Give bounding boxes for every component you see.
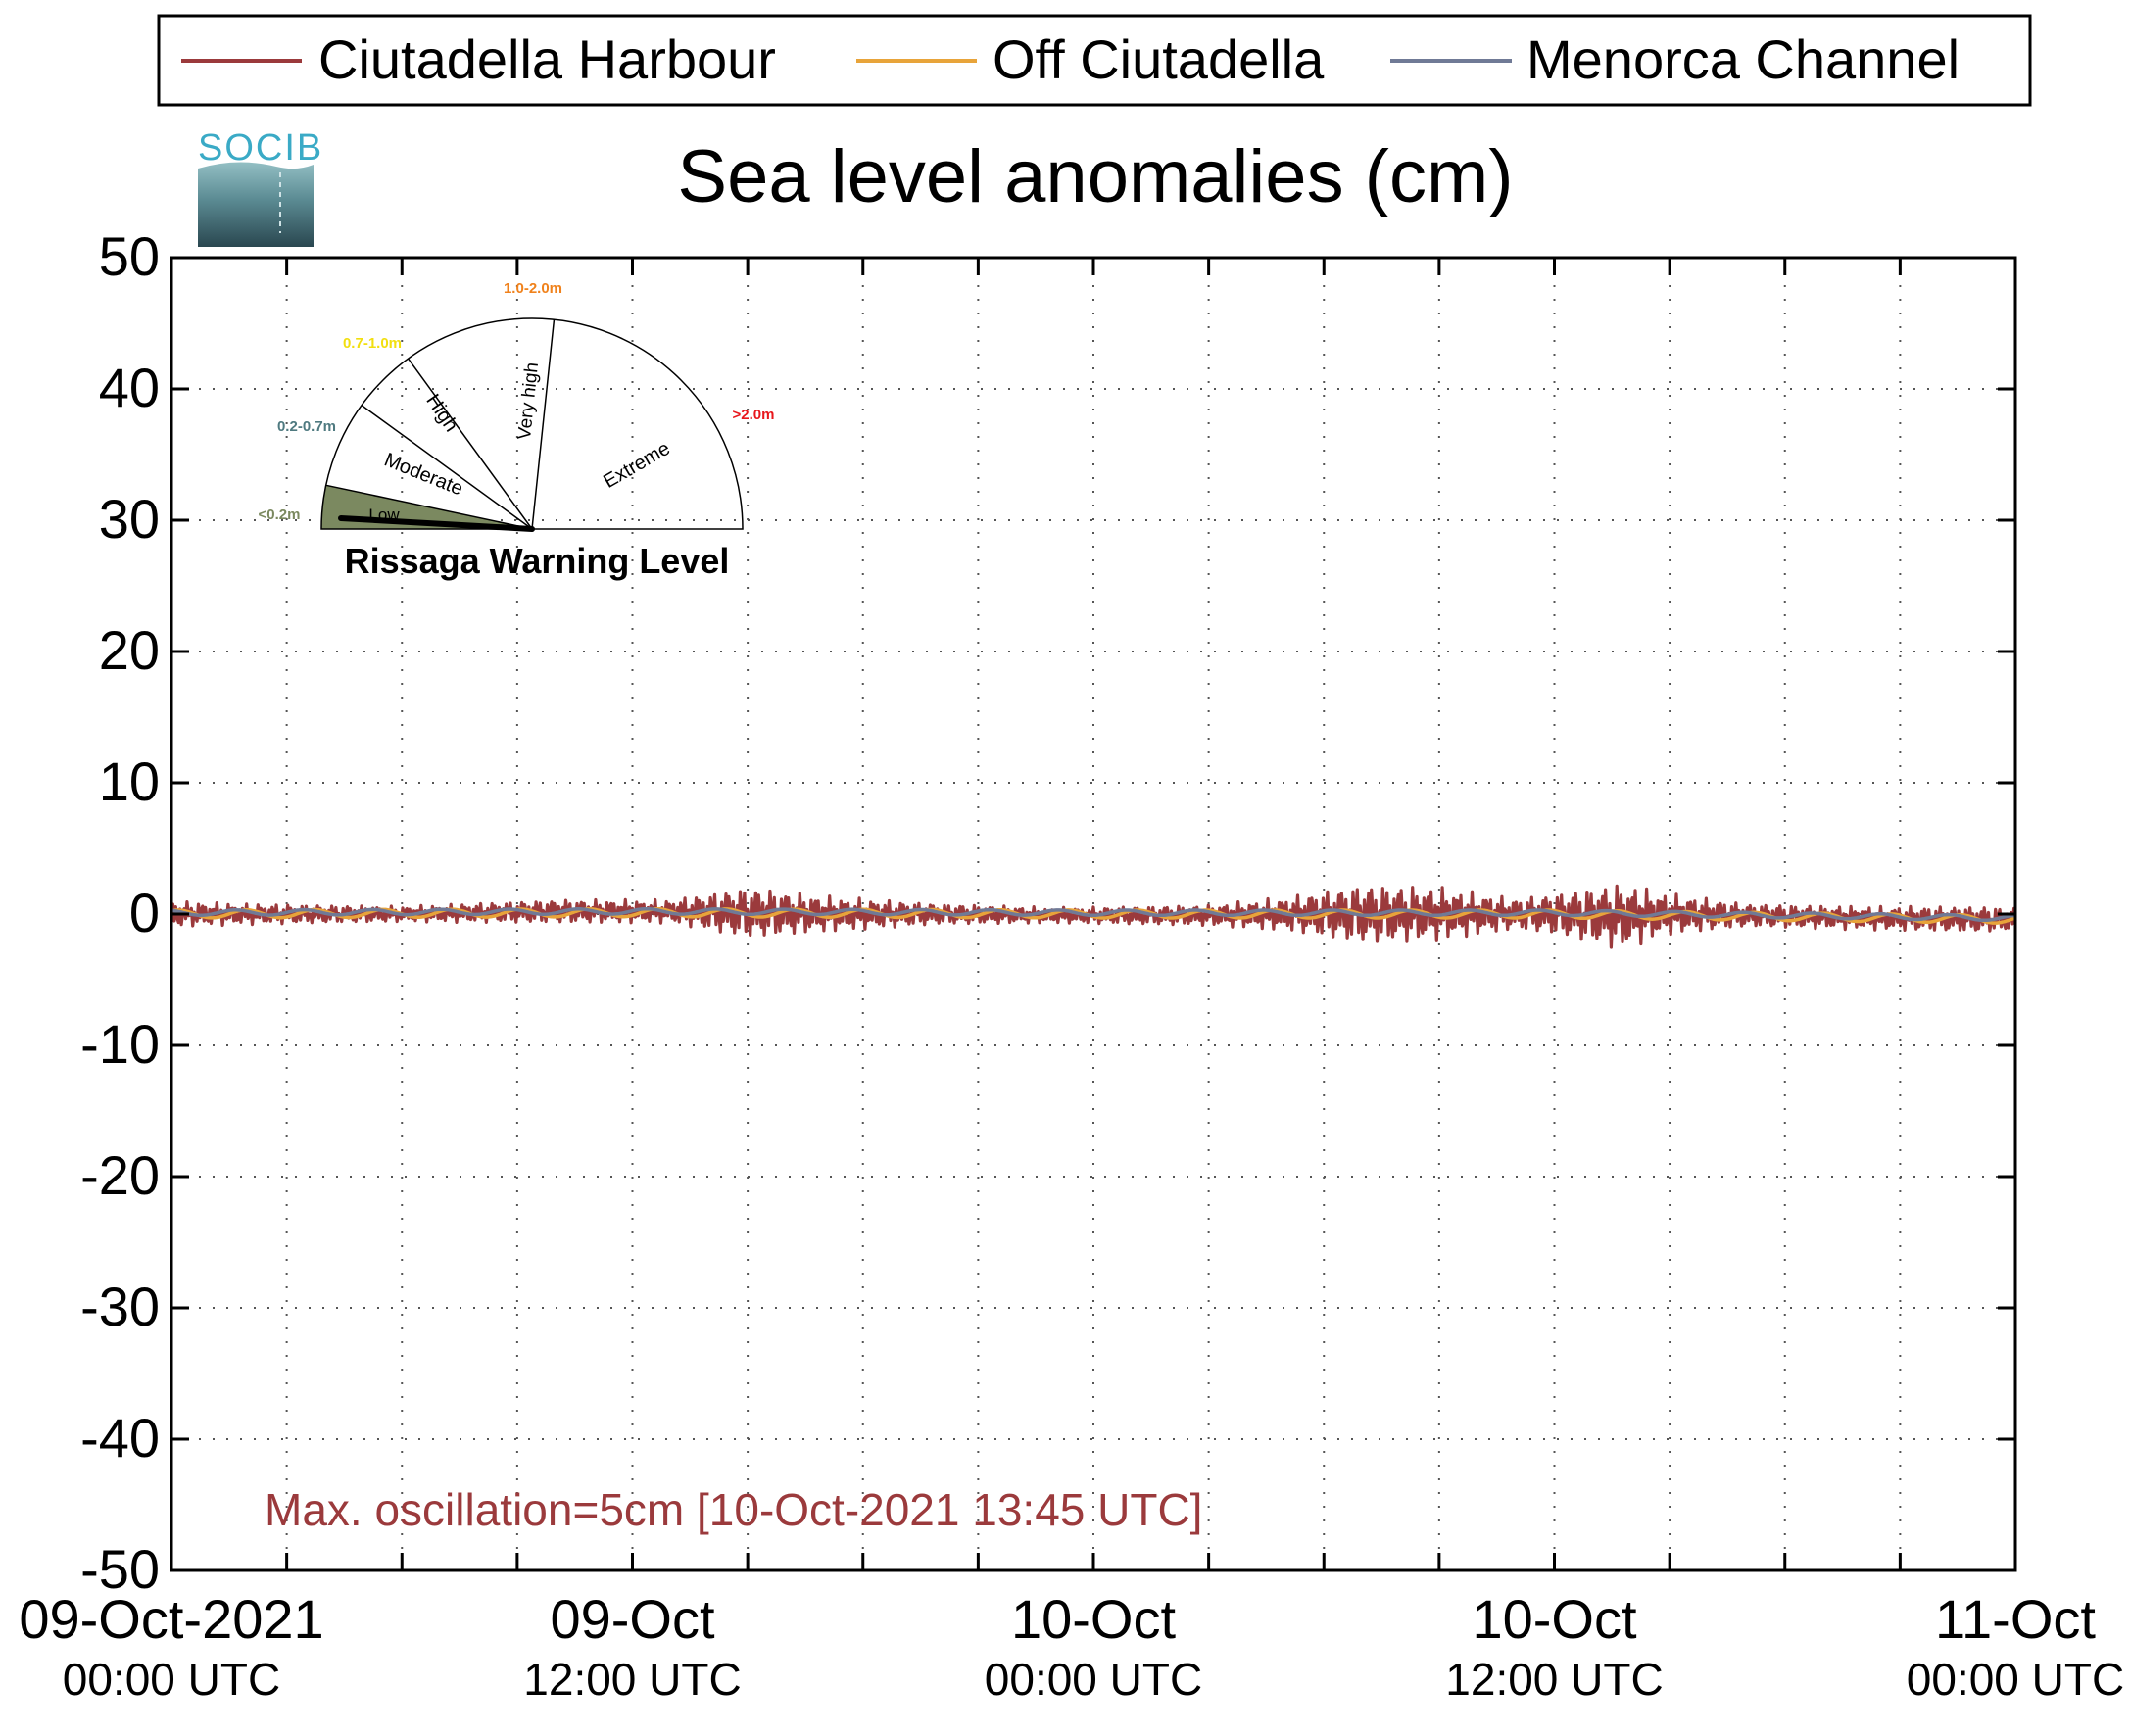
legend-label-off-ciutadella: Off Ciutadella [993,28,1325,90]
gauge-divider [361,405,533,530]
y-tick-label: 20 [99,619,160,681]
gauge-range-label: 1.0-2.0m [504,280,562,297]
x-tick-label-time: 00:00 UTC [985,1654,1202,1705]
y-tick-label: 30 [99,488,160,550]
axis-ticks [171,256,2015,1572]
max-oscillation-annotation: Max. oscillation=5cm [10-Oct-2021 13:45 … [265,1484,1202,1535]
y-tick-label: -50 [80,1538,160,1600]
y-tick-label: 0 [129,882,160,943]
gauge-range-label: 0.7-1.0m [343,335,402,352]
y-tick-label: -10 [80,1013,160,1075]
gauge-range-label: 0.2-0.7m [277,418,336,435]
series-line-menorca-channel [170,906,2016,923]
socib-logo-text: SOCIB [198,127,323,169]
x-tick-label-time: 00:00 UTC [1907,1654,2124,1705]
x-tick-label-time: 00:00 UTC [63,1654,280,1705]
x-tick-label-time: 12:00 UTC [523,1654,741,1705]
y-tick-label: 50 [99,225,160,287]
gauge-title: Rissaga Warning Level [345,541,730,581]
x-tick-label-date: 09-Oct-2021 [19,1588,323,1650]
gauge-divider [408,358,533,530]
y-tick-label: -20 [80,1144,160,1206]
gauge-outline [320,317,744,530]
y-tick-label: -30 [80,1276,160,1337]
gauge-divider [531,319,556,530]
gauge-needle [338,515,535,532]
gauge-divider [325,484,533,530]
x-tick-label-date: 11-Oct [1935,1588,2096,1650]
plot-lines [170,884,2017,949]
legend-box [157,14,2032,107]
gauge-level-name: Extreme [600,438,673,493]
x-tick-label-date: 10-Oct [1472,1588,1636,1650]
gauge-level-name: Very high [514,362,543,441]
legend-label-menorca-channel: Menorca Channel [1526,28,1960,90]
gauge-range-label: >2.0m [733,407,775,423]
y-axis-tick-labels: -50 -40 -30 -20 -10 0 10 20 30 40 50 [80,225,160,1600]
legend-label-ciutadella-harbour: Ciutadella Harbour [318,28,776,90]
x-tick-label-date: 09-Oct [550,1588,714,1650]
x-tick-label-date: 10-Oct [1011,1588,1176,1650]
y-tick-label: 10 [99,750,160,812]
y-tick-label: 40 [99,357,160,418]
socib-logo: SOCIB [198,127,323,247]
gauge-level-name: Moderate [381,449,466,500]
x-tick-label-time: 12:00 UTC [1445,1654,1663,1705]
gauge-range-label: <0.2m [259,506,301,523]
gauge-level-name: High [421,390,461,435]
legend: Ciutadella Harbour Off Ciutadella Menorc… [157,14,2032,107]
chart-title: Sea level anomalies (cm) [677,135,1513,218]
y-tick-label: -40 [80,1407,160,1469]
